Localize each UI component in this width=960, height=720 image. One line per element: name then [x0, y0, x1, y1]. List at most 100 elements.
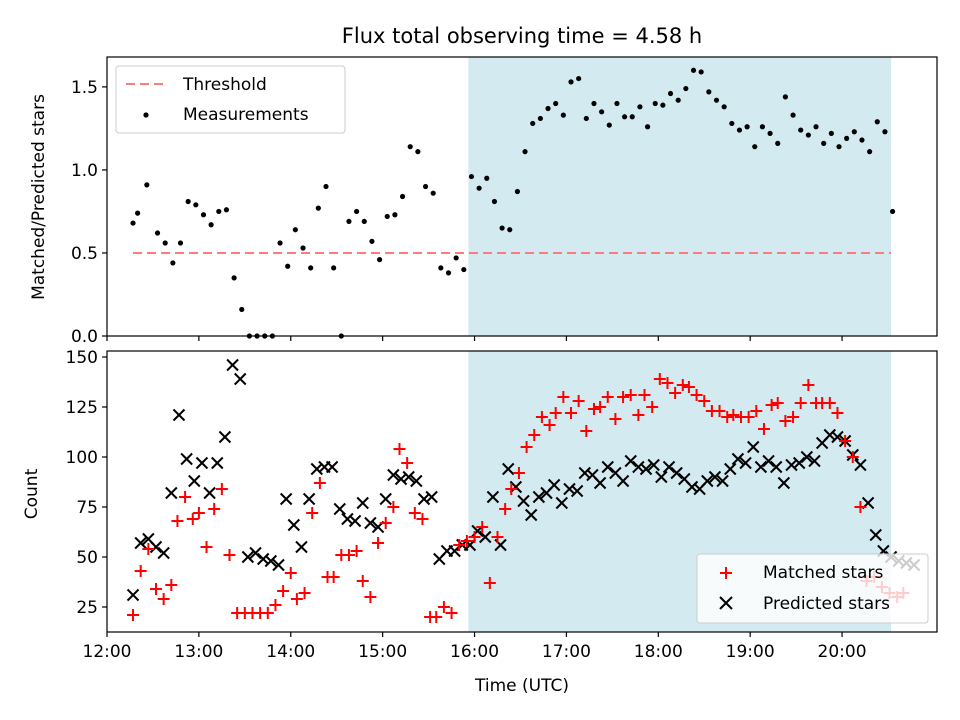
- ratio-panel: 0.0 0.5 1.0 1.5 Matched/Predicted stars Thr…: [29, 56, 938, 347]
- measurement-point: [713, 97, 720, 103]
- predicted-star-point: [747, 440, 760, 454]
- bottom-x-tick-label: 16:00: [450, 642, 499, 662]
- predicted-star-point: [310, 462, 324, 476]
- matched-star-point: [557, 391, 570, 403]
- matched-star-point: [327, 571, 340, 583]
- predicted-star-stroke: [172, 408, 186, 422]
- predicted-star-stroke: [195, 456, 209, 470]
- bottom-y-tick-label: 25: [76, 598, 98, 618]
- bottom-axes-frame: [106, 350, 938, 633]
- predicted-star-stroke: [241, 550, 255, 564]
- predicted-star-point: [570, 484, 584, 498]
- measurement-point: [292, 227, 298, 233]
- predicted-star-stroke: [203, 486, 216, 500]
- predicted-star-stroke: [532, 490, 546, 504]
- matched-star-point: [157, 593, 170, 605]
- measurement-point: [690, 67, 697, 73]
- measurement-point: [346, 218, 352, 225]
- predicted-star-point: [479, 530, 492, 544]
- top-shaded-region: [468, 57, 892, 336]
- matched-star-point: [313, 477, 326, 489]
- measurement-point: [637, 104, 643, 110]
- threshold-legend-label: Threshold: [182, 75, 267, 95]
- measurement-point: [308, 265, 314, 271]
- predicted-star-stroke: [785, 458, 798, 472]
- measurement-point: [874, 119, 880, 125]
- measurement-point: [185, 198, 191, 205]
- predicted-star-point: [302, 492, 316, 506]
- predicted-star-point: [616, 474, 630, 488]
- matched-star-point: [261, 607, 274, 619]
- predicted-star-stroke: [410, 474, 423, 488]
- matched-star-point: [445, 607, 458, 619]
- matched-star-point: [364, 591, 377, 603]
- measurement-point: [537, 115, 543, 122]
- predicted-star-point: [655, 470, 668, 484]
- matched-star-point: [676, 379, 689, 391]
- measurement-point: [752, 144, 758, 150]
- matched-star-point: [750, 405, 763, 417]
- matched-star-point: [186, 513, 199, 525]
- measurement-point: [568, 79, 574, 85]
- predicted-star-point: [425, 490, 438, 504]
- measurement-point: [782, 94, 788, 100]
- matched-star-point: [580, 425, 593, 437]
- measurement-point: [285, 263, 291, 269]
- bottom-x-tick-label: 15:00: [358, 642, 407, 662]
- measurement-point: [660, 102, 666, 108]
- measurement-point: [706, 89, 712, 95]
- matched-star-point: [387, 501, 400, 513]
- matched-star-point: [617, 391, 630, 403]
- matched-star-point: [698, 395, 711, 407]
- predicted-star-stroke: [264, 554, 278, 568]
- predicted-star-point: [708, 470, 722, 484]
- measurement-point: [614, 100, 620, 107]
- matched-star-point: [831, 407, 844, 419]
- matched-star-point: [565, 407, 578, 419]
- predicted-star-stroke: [295, 540, 308, 554]
- measurement-point: [200, 212, 207, 218]
- predicted-star-point: [785, 458, 798, 472]
- matched-star-point: [298, 587, 311, 599]
- measurement-point: [560, 112, 566, 118]
- top-y-ticks: 0.0 0.5 1.0 1.5: [71, 78, 107, 347]
- predicted-star-stroke: [180, 452, 193, 466]
- matched-star-point: [430, 611, 443, 623]
- measurement-point: [675, 97, 681, 103]
- matched-star-point: [223, 549, 236, 561]
- predicted-star-point: [211, 456, 224, 470]
- predicted-star-point: [341, 512, 354, 526]
- matched-star-point: [721, 411, 734, 423]
- predicted-star-point: [402, 470, 415, 484]
- matched-star-point: [572, 395, 585, 407]
- matched-star-point: [179, 491, 192, 503]
- predicted-star-stroke: [287, 518, 301, 532]
- bottom-x-tick-label: 12:00: [83, 642, 132, 662]
- predicted-star-point: [195, 456, 209, 470]
- predicted-star-stroke: [502, 462, 515, 476]
- measurement-point: [867, 149, 873, 155]
- predicted-star-point: [417, 492, 431, 506]
- matched-star-point: [787, 411, 800, 423]
- predicted-star-stroke: [333, 502, 346, 516]
- matched-star-point: [638, 389, 651, 401]
- bottom-x-tick-label: 20:00: [818, 642, 867, 662]
- matched-star-point: [483, 577, 496, 589]
- predicted-star-point: [218, 430, 232, 444]
- bottom-y-tick-label: 75: [76, 498, 98, 518]
- predicted-star-point: [279, 492, 293, 506]
- matched-star-point: [505, 483, 518, 495]
- bottom-x-tick-label: 13:00: [174, 642, 223, 662]
- matched-star-point: [401, 457, 414, 469]
- measurement-point: [491, 198, 498, 205]
- matched-star-point: [854, 501, 867, 513]
- predicted-star-point: [264, 554, 278, 568]
- predicted-star-point: [739, 456, 752, 470]
- bottom-y-tick-label: 150: [66, 348, 98, 368]
- predicted-star-stroke: [272, 558, 285, 572]
- predicted-star-stroke: [341, 512, 354, 526]
- predicted-star-stroke: [854, 458, 867, 472]
- predicted-star-point: [639, 462, 653, 476]
- measurement-point: [805, 132, 811, 138]
